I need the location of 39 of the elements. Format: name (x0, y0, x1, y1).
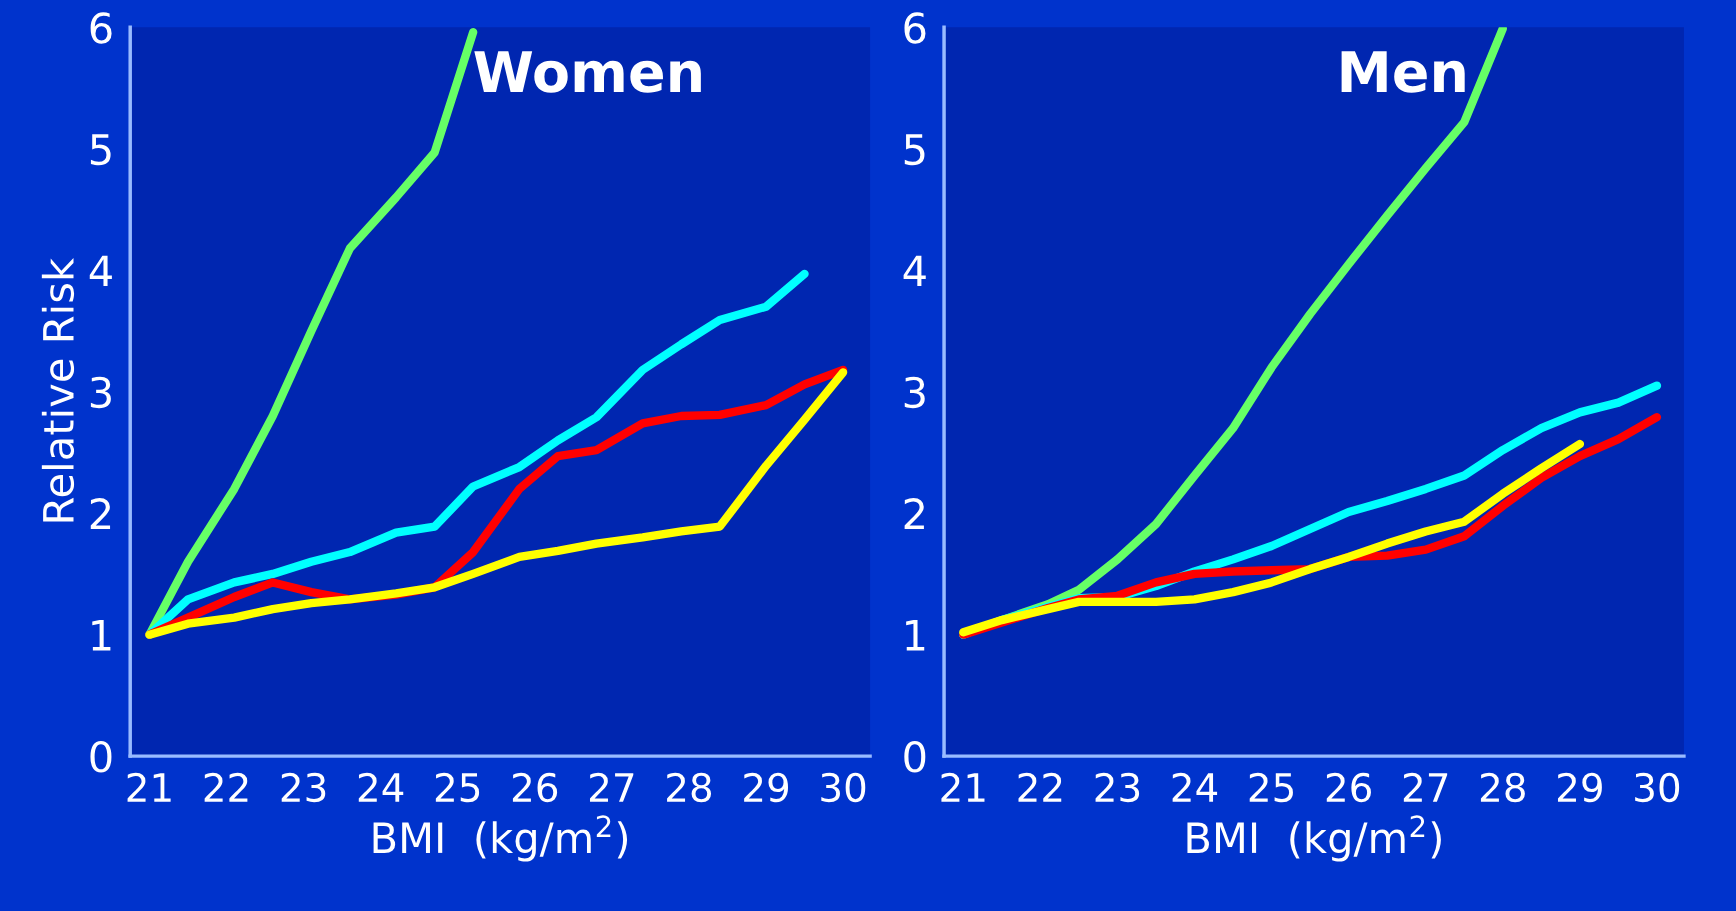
x-tick-label: 25 (1249, 772, 1293, 803)
y-tick-label: 4 (903, 255, 926, 287)
x-axis-title: BMI (kg/m$^{2}$) (373, 815, 628, 862)
x-tick-label: 23 (281, 772, 326, 803)
y-tick-label: 6 (904, 12, 926, 44)
y-axis-title: Relative Risk (41, 258, 75, 522)
y-tick-label: 1 (92, 620, 111, 651)
x-tick-label: 30 (1635, 772, 1680, 803)
y-tick-label: 3 (904, 376, 925, 409)
x-tick-label: 26 (512, 772, 558, 803)
y-tick-label: 6 (90, 12, 112, 44)
chart-title: Men (1341, 51, 1465, 93)
y-tick-label: 2 (90, 498, 111, 530)
x-tick-label: 29 (1557, 772, 1602, 803)
x-tick-label: 27 (1403, 772, 1448, 802)
x-tick-label: 28 (1480, 772, 1525, 803)
x-axis-title: BMI (kg/m$^{2}$) (1187, 815, 1441, 862)
x-tick-label: 22 (1018, 772, 1062, 802)
y-tick-label: 3 (90, 376, 111, 409)
x-tick-label: 25 (435, 772, 480, 803)
y-tick-label: 1 (906, 620, 925, 651)
chart-title: Women (474, 51, 701, 93)
y-tick-label: 4 (89, 255, 112, 287)
x-tick-label: 27 (589, 772, 634, 802)
y-tick-label: 5 (904, 134, 925, 166)
x-tick-label: 29 (744, 772, 789, 803)
x-tick-label: 24 (1172, 772, 1218, 802)
x-tick-label: 21 (941, 772, 985, 802)
y-tick-label: 0 (904, 741, 926, 773)
x-tick-label: 22 (204, 772, 248, 802)
x-tick-label: 21 (127, 772, 171, 802)
x-tick-label: 30 (821, 772, 866, 803)
y-tick-label: 5 (90, 134, 111, 166)
x-tick-label: 23 (1095, 772, 1140, 803)
x-tick-label: 24 (358, 772, 404, 802)
y-tick-label: 2 (904, 498, 924, 530)
x-tick-label: 26 (1326, 772, 1371, 803)
y-tick-label: 0 (90, 741, 112, 773)
x-tick-label: 28 (667, 772, 712, 803)
